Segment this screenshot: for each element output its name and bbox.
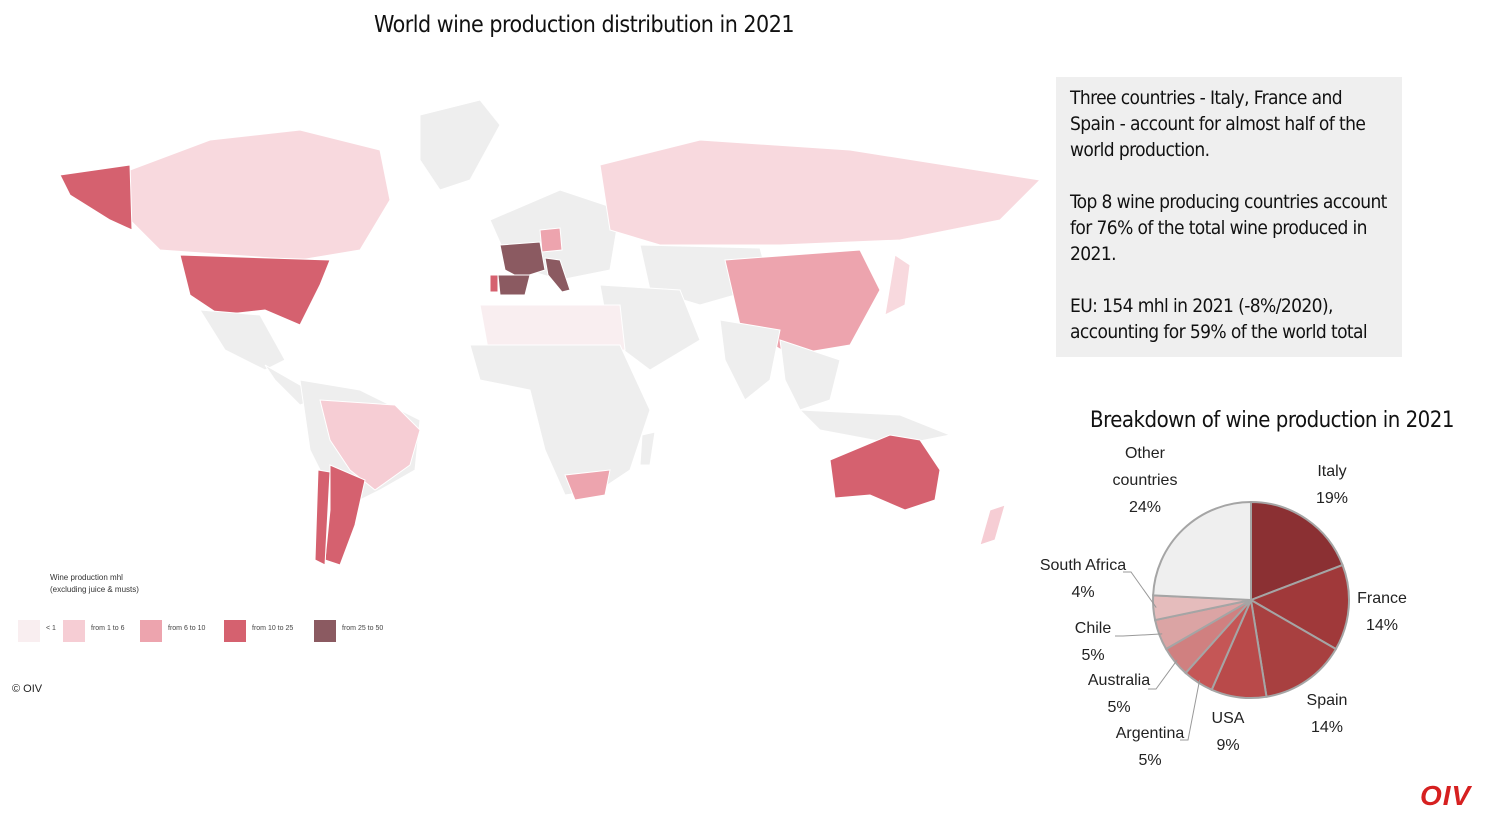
africa [469, 344, 651, 496]
italy [544, 257, 571, 293]
pie-slice-other-countries [1152, 500, 1252, 602]
legend-label: from 6 to 10 [168, 625, 206, 632]
alaska [59, 164, 133, 231]
south-asia [719, 319, 781, 401]
legend-title-line2: (excluding juice & musts) [50, 585, 139, 594]
pie-labels: Italy 19% France 14% Spain 14% USA 9% Argentina 5… [1040, 445, 1407, 769]
info-paragraph-3: EU: 154 mhl in 2021 (-8%/2020), accounti… [1070, 295, 1368, 343]
pie-leader-line [1123, 571, 1157, 608]
canada [129, 129, 391, 261]
germany [539, 227, 563, 253]
pie-leader-lines [1115, 571, 1201, 741]
portugal [489, 274, 499, 293]
copyright-notice: © OIV [12, 683, 43, 695]
legend-label: from 25 to 50 [342, 625, 384, 632]
pie-label-south-africa: South Africa 4% [1040, 557, 1126, 601]
pie-label-italy: Italy 19% [1316, 463, 1348, 507]
usa [179, 254, 331, 326]
oiv-logo: OIV [1420, 780, 1472, 811]
australia [829, 434, 941, 511]
pie-slice-spain [1249, 598, 1338, 698]
southeast-asia [779, 339, 841, 411]
info-paragraph-2: Top 8 wine producing countries account f… [1070, 191, 1387, 265]
legend-label: from 1 to 6 [91, 625, 125, 632]
pie-label-chile: Chile 5% [1075, 620, 1112, 664]
info-box: Three countries - Italy, France and Spai… [1056, 77, 1402, 357]
legend-swatch [140, 620, 162, 642]
pie-leader-line [1115, 633, 1163, 637]
legend-title: Wine production mhl (excluding juice & m… [50, 572, 139, 596]
russia [599, 139, 1042, 246]
indonesia [798, 409, 952, 446]
legend-label: < 1 [46, 625, 56, 632]
pie-title: Breakdown of wine production in 2021 [1090, 408, 1454, 433]
pie-label-usa: USA 9% [1212, 710, 1245, 754]
pie-label-france: France 14% [1357, 590, 1407, 634]
pie-slice-italy [1250, 500, 1344, 602]
pie-label-other-countries: Other countries 24% [1113, 445, 1178, 516]
brazil [319, 399, 421, 491]
pie-label-argentina: Argentina 5% [1116, 725, 1185, 769]
legend-swatch [224, 620, 246, 642]
france [499, 241, 546, 279]
argentina [324, 464, 366, 566]
pie-chart: Italy 19% France 14% Spain 14% USA 9% Argentina 5… [1040, 445, 1407, 769]
legend-swatch [18, 620, 40, 642]
pie-leader-line [1180, 679, 1201, 741]
map-legend: Wine production mhl (excluding juice & m… [18, 572, 398, 642]
legend-swatch [63, 620, 85, 642]
legend-label: from 10 to 25 [252, 625, 294, 632]
map-title: World wine production distribution in 20… [374, 12, 795, 38]
greenland [419, 99, 501, 191]
pie-label-spain: Spain 14% [1307, 692, 1348, 736]
pie-slice-france [1248, 563, 1350, 651]
pie-label-australia: Australia 5% [1088, 672, 1150, 716]
south-africa [564, 469, 611, 501]
spain [497, 274, 531, 296]
legend-title-line1: Wine production mhl [50, 573, 123, 582]
pie-slices [1152, 500, 1350, 699]
info-paragraph-1: Three countries - Italy, France and Spai… [1070, 87, 1366, 161]
madagascar [639, 431, 656, 466]
mexico [199, 309, 286, 371]
japan [884, 254, 911, 316]
legend-swatch [314, 620, 336, 642]
chile [314, 469, 331, 566]
new-zealand [979, 504, 1006, 546]
pie-leader-line [1148, 659, 1178, 690]
world-map [59, 99, 1042, 566]
